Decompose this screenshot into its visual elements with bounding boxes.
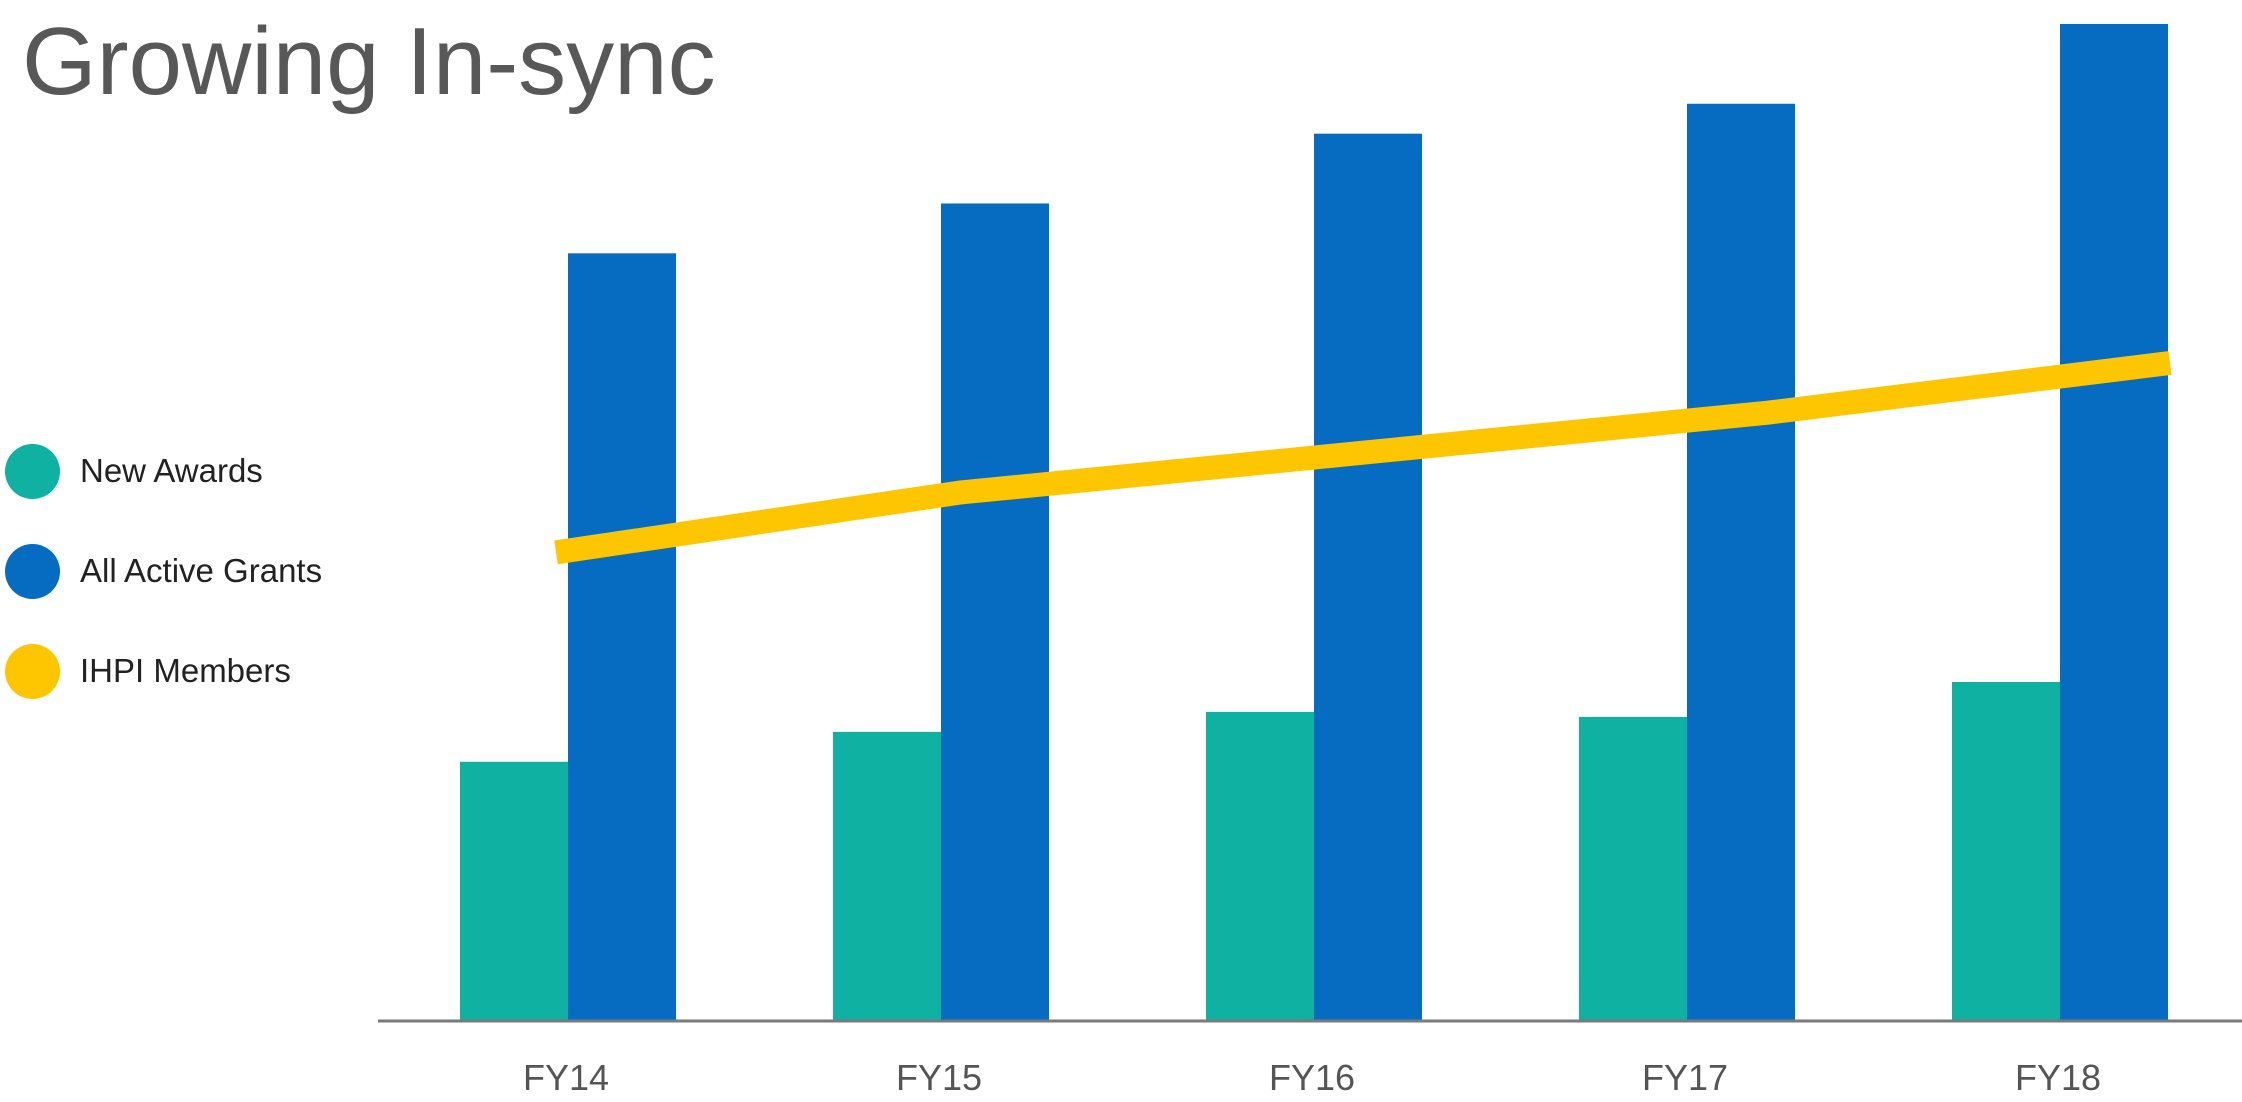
legend-swatch-ihpi-members	[5, 643, 60, 699]
bar-new-awards-fy14	[460, 761, 568, 1021]
point-ihpi-members-fy17	[1766, 412, 1767, 414]
x-tick-label-fy16: FY16	[1269, 1057, 1355, 1098]
bar-all-active-grants-fy17	[1687, 103, 1795, 1021]
chart-legend: New Awards All Active Grants IHPI Member…	[5, 443, 323, 744]
x-tick-label-fy18: FY18	[2015, 1057, 2101, 1098]
point-ihpi-members-fy18	[2169, 362, 2171, 364]
bar-all-active-grants-fy14	[568, 253, 676, 1021]
legend-label-all-active-grants: All Active Grants	[80, 552, 323, 589]
legend-label-new-awards: New Awards	[80, 452, 263, 489]
bar-new-awards-fy15	[833, 731, 941, 1021]
x-tick-label-fy15: FY15	[896, 1057, 982, 1098]
legend-swatch-all-active-grants	[5, 543, 60, 599]
legend-item-new-awards: New Awards	[5, 443, 322, 499]
bar-all-active-grants-fy15	[941, 203, 1049, 1021]
point-ihpi-members-fy14	[555, 551, 557, 553]
point-ihpi-members-fy16	[1362, 452, 1364, 454]
legend-item-all-active-grants: All Active Grants	[5, 543, 323, 599]
bars-layer	[460, 24, 2168, 1022]
bar-new-awards-fy17	[1579, 716, 1687, 1021]
x-tick-labels: FY14 FY15 FY16 FY17 FY18	[523, 1057, 2101, 1098]
bar-all-active-grants-fy16	[1314, 133, 1422, 1022]
bar-new-awards-fy16	[1206, 711, 1314, 1021]
slide-title: Growing In-sync	[22, 8, 716, 115]
point-ihpi-members-fy15	[959, 492, 960, 494]
legend-label-ihpi-members: IHPI Members	[80, 652, 291, 689]
legend-swatch-new-awards	[5, 443, 60, 499]
bar-all-active-grants-fy18	[2060, 24, 2168, 1021]
x-tick-label-fy17: FY17	[1642, 1057, 1728, 1098]
x-tick-label-fy14: FY14	[523, 1057, 609, 1098]
line-layer	[554, 351, 2172, 565]
bar-new-awards-fy18	[1952, 682, 2060, 1021]
legend-item-ihpi-members: IHPI Members	[5, 643, 322, 699]
